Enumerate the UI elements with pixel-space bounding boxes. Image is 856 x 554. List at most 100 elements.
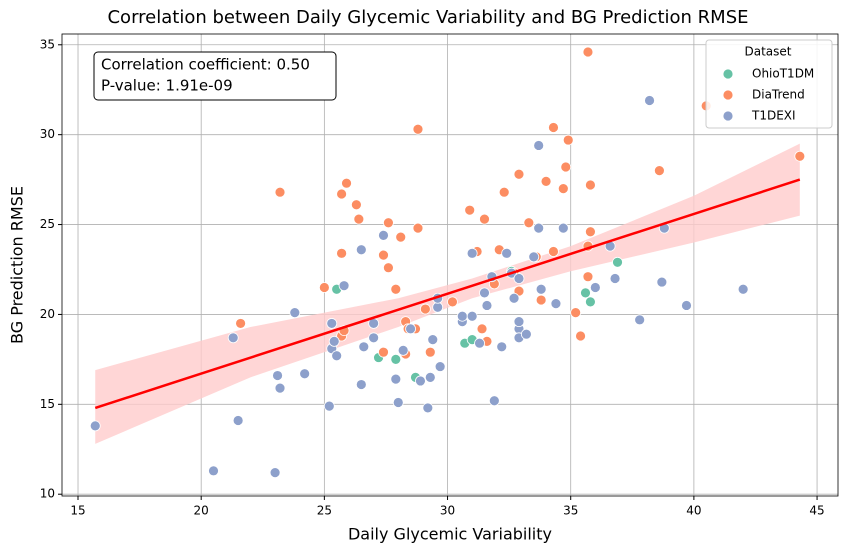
scatter-point	[488, 395, 500, 407]
scatter-point	[415, 375, 426, 387]
scatter-point	[447, 296, 458, 308]
scatter-point	[548, 122, 559, 133]
scatter-point	[383, 217, 394, 229]
x-tick-label: 40	[686, 504, 701, 518]
scatter-point	[289, 307, 301, 319]
scatter-point	[589, 282, 601, 293]
scatter-point	[585, 179, 596, 191]
scatter-point	[368, 332, 380, 344]
legend-label: DiaTrend	[752, 88, 805, 102]
scatter-point	[513, 273, 525, 284]
scatter-point	[390, 283, 402, 295]
scatter-point	[338, 280, 350, 292]
x-tick-label: 20	[194, 504, 209, 518]
plot-area	[89, 46, 806, 479]
scatter-point	[323, 400, 335, 412]
scatter-point	[653, 165, 665, 177]
y-tick-label: 10	[40, 487, 55, 501]
scatter-point	[378, 346, 389, 358]
scatter-point	[474, 337, 485, 349]
scatter-point	[609, 273, 621, 284]
scatter-point	[405, 323, 416, 335]
scatter-point	[397, 344, 409, 356]
y-tick-label: 30	[40, 127, 55, 141]
scatter-point	[299, 368, 311, 380]
scatter-point	[479, 287, 490, 299]
legend-label: OhioT1DM	[752, 67, 814, 81]
legend-label: T1DEXI	[751, 109, 796, 123]
annotation-text: Correlation coefficient: 0.50	[101, 56, 310, 74]
scatter-point	[737, 283, 749, 295]
scatter-point	[432, 301, 444, 313]
scatter-point	[557, 222, 569, 234]
scatter-point	[466, 310, 478, 322]
scatter-point	[424, 371, 436, 383]
scatter-point	[585, 296, 596, 308]
y-tick-label: 15	[40, 397, 55, 411]
scatter-point	[383, 262, 394, 274]
scatter-point	[548, 246, 559, 257]
scatter-point	[235, 318, 247, 329]
annotation-text: P-value: 1.91e-09	[101, 77, 233, 95]
scatter-point	[464, 204, 476, 216]
scatter-point	[331, 350, 343, 362]
scatter-point	[392, 397, 404, 408]
x-axis-label: Daily Glycemic Variability	[348, 525, 552, 544]
scatter-point	[456, 310, 468, 322]
scatter-point	[575, 330, 586, 342]
scatter-point	[656, 276, 668, 288]
legend-marker	[722, 110, 734, 122]
scatter-point	[513, 168, 525, 180]
scatter-point	[272, 370, 283, 381]
scatter-point	[562, 134, 574, 146]
regression-line	[94, 178, 801, 410]
scatter-point	[227, 332, 239, 344]
scatter-point	[528, 251, 540, 263]
scatter-point	[520, 328, 532, 340]
scatter-point	[353, 213, 365, 225]
scatter-point	[318, 282, 330, 293]
scatter-point	[336, 247, 348, 259]
annotation-frame	[93, 51, 337, 101]
scatter-point	[580, 287, 591, 299]
legend-marker	[722, 89, 734, 101]
scatter-point	[427, 334, 439, 346]
scatter-point	[582, 46, 594, 58]
scatter-point	[582, 271, 594, 283]
scatter-point	[378, 249, 389, 261]
scatter-point	[419, 303, 431, 315]
scatter-point	[336, 188, 348, 200]
x-tick-label: 15	[70, 504, 85, 518]
scatter-point	[496, 341, 508, 353]
x-tick-label: 45	[809, 504, 824, 518]
scatter-point	[557, 183, 569, 194]
scatter-point	[466, 247, 478, 259]
scatter-point	[644, 95, 655, 106]
y-tick-label: 20	[40, 307, 55, 321]
scatter-point	[424, 346, 436, 358]
scatter-point	[89, 420, 101, 432]
scatter-point	[326, 318, 338, 329]
scatter-point	[355, 244, 367, 256]
scatter-point	[232, 415, 244, 426]
scatter-point	[274, 382, 286, 394]
scatter-point	[533, 140, 545, 151]
scatter-point	[501, 247, 513, 259]
x-tick-label: 30	[440, 504, 455, 518]
scatter-point	[328, 336, 340, 347]
y-tick-label: 35	[40, 37, 55, 51]
y-tick-label: 25	[40, 217, 55, 231]
scatter-point	[794, 150, 806, 162]
scatter-point	[390, 373, 402, 385]
scatter-point	[508, 292, 520, 304]
scatter-point	[498, 186, 510, 198]
scatter-point	[535, 294, 547, 306]
scatter-point	[481, 300, 493, 311]
scatter-point	[479, 213, 490, 225]
scatter-point	[585, 226, 596, 238]
scatter-point	[412, 222, 424, 234]
chart-title: Correlation between Daily Glycemic Varia…	[107, 7, 748, 28]
legend-title: Dataset	[745, 45, 792, 59]
x-tick-label: 25	[317, 504, 332, 518]
